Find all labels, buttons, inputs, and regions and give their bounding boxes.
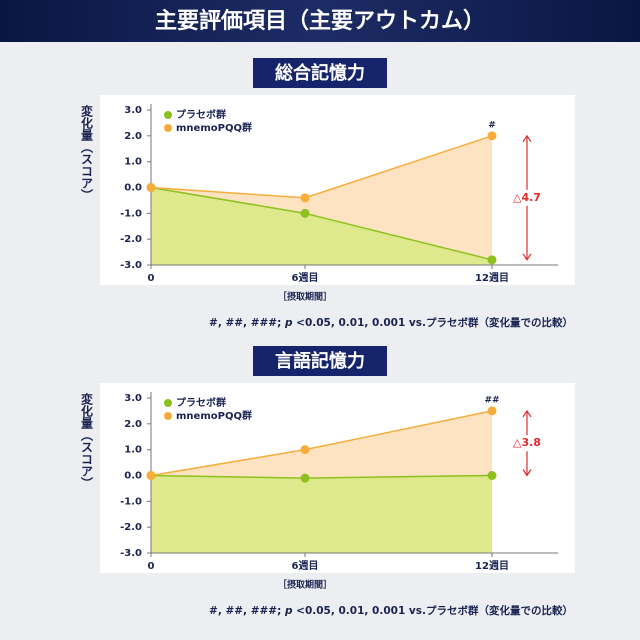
legend-label: プラセボ群	[176, 396, 226, 409]
y-tick-label: -2.0	[120, 522, 142, 533]
arrow-head	[522, 469, 532, 477]
footnote: #, ##, ###; p <0.05, 0.01, 0.001 vs.プラセボ…	[209, 604, 573, 617]
difference-label: △4.7	[513, 191, 541, 204]
y-tick-label: 3.0	[124, 105, 142, 116]
subtitle-box	[253, 58, 387, 88]
y-tick-label: 0.0	[124, 183, 142, 194]
footnote-part: <0.05, 0.01, 0.001 vs.プラセボ群（変化量での比較）	[292, 316, 573, 329]
difference-label: △3.8	[513, 436, 541, 449]
x-tick-label: 12週目	[475, 560, 509, 572]
footnote-part: <0.05, 0.01, 0.001 vs.プラセボ群（変化量での比較）	[292, 604, 573, 617]
footnote-part: p	[284, 317, 293, 329]
legend-swatch	[164, 124, 172, 132]
y-tick-label: 1.0	[124, 157, 142, 168]
legend-swatch	[164, 399, 172, 407]
x-axis-label: ［摂取期間］	[278, 579, 332, 591]
x-axis-label: ［摂取期間］	[278, 291, 332, 303]
footnote-part: #, ##, ###;	[209, 317, 285, 329]
header-band	[0, 0, 640, 42]
page-title: 主要評価項目（主要アウトカム）	[155, 8, 485, 34]
footnote-part: #, ##, ###;	[209, 605, 285, 617]
y-tick-label: 0.0	[124, 471, 142, 482]
data-point	[300, 473, 310, 483]
y-axis-label: 変化量（スコア）	[80, 392, 94, 489]
x-tick-label: 12週目	[475, 272, 509, 284]
legend-label: プラセボ群	[176, 108, 226, 121]
data-point	[146, 183, 156, 192]
y-tick-label: -1.0	[120, 496, 142, 507]
chart-subtitle: 総合記憶力	[275, 62, 365, 84]
arrow-head	[522, 134, 532, 143]
y-axis-label: 変化量（スコア）	[80, 104, 94, 201]
legend-label: mnemoPQQ群	[176, 409, 252, 422]
data-point	[487, 131, 497, 141]
footnote: #, ##, ###; p <0.05, 0.01, 0.001 vs.プラセボ…	[209, 316, 573, 329]
label-backdrop	[512, 189, 542, 206]
y-tick-label: -1.0	[120, 208, 142, 219]
y-tick-label: 2.0	[124, 131, 142, 142]
data-point	[300, 208, 310, 218]
legend-swatch	[164, 412, 172, 420]
y-tick-label: -2.0	[120, 234, 142, 245]
series-area	[151, 187, 492, 265]
legend-label: mnemoPQQ群	[176, 121, 252, 134]
y-tick-label: 1.0	[124, 445, 142, 456]
label-backdrop	[512, 435, 542, 452]
x-tick-label: 0	[148, 561, 155, 572]
y-tick-label: 3.0	[124, 393, 142, 404]
x-tick-label: 6週目	[292, 272, 319, 284]
significance-mark: #	[488, 120, 496, 130]
data-point	[487, 471, 497, 480]
y-tick-label: -3.0	[120, 260, 142, 271]
x-tick-label: 0	[148, 273, 155, 284]
legend-swatch	[164, 111, 172, 119]
arrow-head	[522, 253, 532, 261]
chart-subtitle: 言語記憶力	[275, 350, 365, 372]
subtitle-box	[253, 346, 387, 376]
footnote-part: p	[284, 605, 293, 617]
y-tick-label: 2.0	[124, 419, 142, 430]
y-tick-label: -3.0	[120, 548, 142, 559]
data-point	[487, 406, 497, 416]
x-tick-label: 6週目	[292, 560, 319, 572]
data-point	[146, 471, 156, 480]
series-area	[151, 475, 492, 553]
arrow-head	[522, 409, 532, 418]
significance-mark: ##	[484, 395, 499, 405]
data-point	[300, 445, 310, 455]
data-point	[487, 255, 497, 265]
data-point	[300, 193, 310, 203]
